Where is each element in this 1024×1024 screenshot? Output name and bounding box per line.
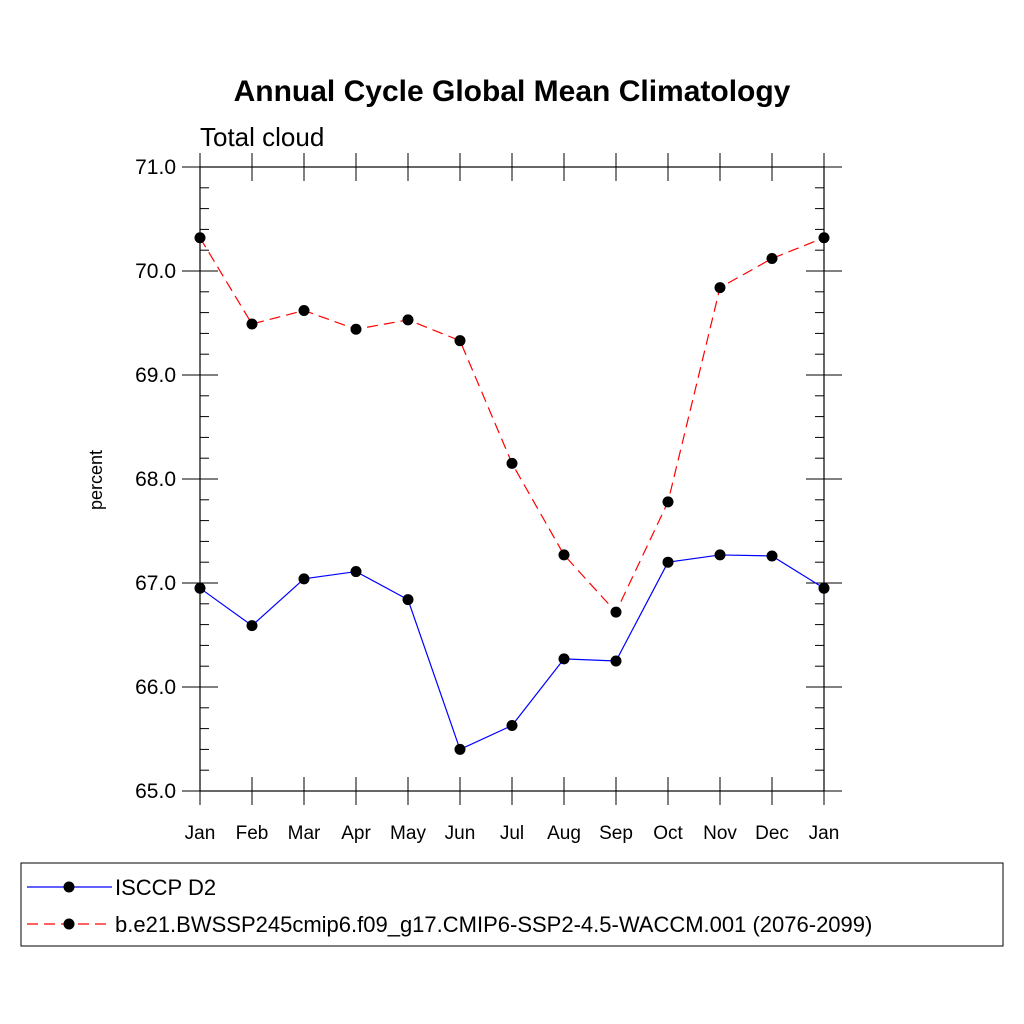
x-tick-label: Nov [703,823,737,844]
y-tick-label: 69.0 [135,364,176,387]
y-axis-label: percent [86,450,106,510]
y-tick-label: 66.0 [135,676,176,699]
y-tick-label: 70.0 [135,260,176,283]
legend-box [20,862,1004,947]
data-point [454,335,466,347]
series-1 [194,549,830,755]
legend-items: ISCCP D2 b.e21.BWSSP245cmip6.f09_g17.CMIP… [27,875,872,937]
data-point [454,743,466,755]
data-point [714,282,726,294]
data-point [298,305,310,317]
data-point [714,549,726,561]
x-tick-label: Sep [599,823,633,844]
plot-frame [199,166,825,792]
data-point [506,719,518,731]
data-point [298,573,310,585]
legend-entry-1: ISCCP D2 [27,875,216,900]
data-point [402,314,414,326]
x-tick-label: Aug [547,823,581,844]
data-point [402,594,414,606]
legend-label: ISCCP D2 [115,875,216,900]
data-point [350,323,362,335]
x-tick-label: Jun [445,823,476,844]
series-layer [194,232,830,755]
x-tick-label: Jul [500,823,524,844]
x-tick-label: Dec [755,823,789,844]
series-2 [194,232,830,618]
x-tick-label: May [390,823,426,844]
data-point [610,655,622,667]
data-point [662,556,674,568]
x-tick-label: Feb [236,823,269,844]
x-tick-label: Oct [653,823,683,844]
data-point [766,253,778,265]
x-tick-label: Jan [185,823,216,844]
y-tick-labels: 65.0 66.0 67.0 68.0 69.0 70.0 71.0 [135,156,176,803]
x-tick-label: Mar [288,823,321,844]
legend-entry-2: b.e21.BWSSP245cmip6.f09_g17.CMIP6-SSP2-4… [27,912,872,937]
chart-subtitle: Total cloud [200,122,324,152]
data-point [610,606,622,618]
data-point [246,620,258,632]
data-point [662,496,674,508]
x-tick-labels: Jan Feb Mar Apr May Jun Jul Aug Sep Oct Nov Dec Jan [185,823,840,844]
data-point [558,653,570,665]
x-tick-label: Jan [809,823,840,844]
y-tick-label: 71.0 [135,156,176,179]
legend-marker [63,918,75,930]
legend-marker [63,881,75,893]
x-tick-label: Apr [341,823,371,844]
chart-title: Annual Cycle Global Mean Climatology [234,75,791,108]
data-point [350,566,362,578]
y-tick-label: 65.0 [135,780,176,803]
legend-label: b.e21.BWSSP245cmip6.f09_g17.CMIP6-SSP2-4… [115,912,872,937]
y-tick-label: 68.0 [135,468,176,491]
data-point [506,457,518,469]
y-tick-label: 67.0 [135,572,176,595]
legend: ISCCP D2 b.e21.BWSSP245cmip6.f09_g17.CMIP… [20,862,1004,947]
data-point [766,550,778,562]
data-point [558,549,570,561]
data-point [246,318,258,330]
